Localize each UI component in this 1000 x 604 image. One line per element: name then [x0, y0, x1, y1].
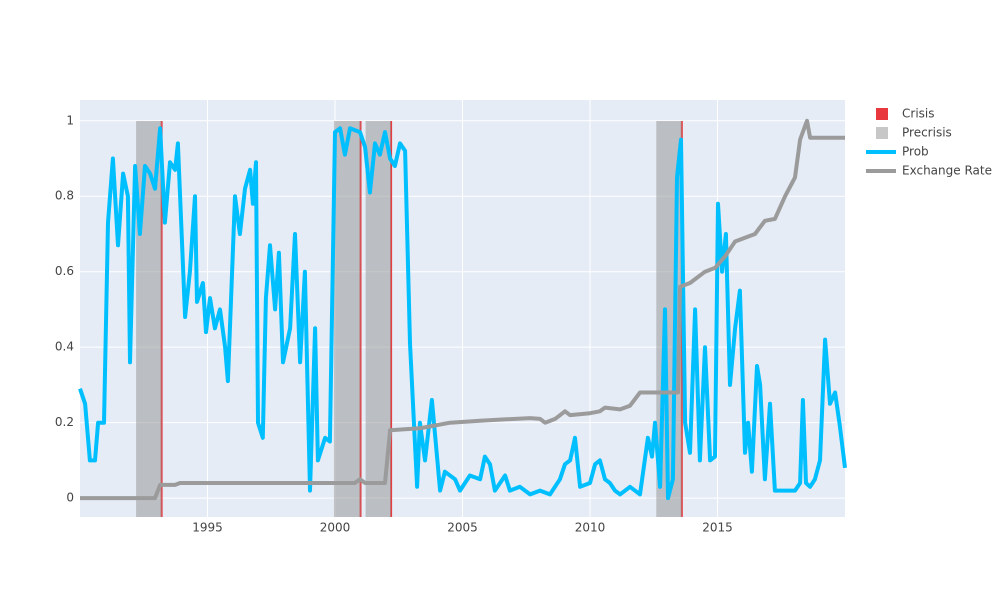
plot-area	[78, 100, 847, 517]
legend-item[interactable]: Prob	[866, 145, 929, 159]
x-tick-label: 2000	[320, 521, 351, 535]
y-tick-label: 1	[66, 113, 74, 127]
legend-label[interactable]: Exchange Rate	[902, 164, 992, 178]
y-tick-label: 0.8	[55, 189, 74, 203]
x-tick-label: 1995	[192, 521, 223, 535]
legend-swatch[interactable]	[876, 108, 888, 120]
y-tick-label: 0.2	[55, 415, 74, 429]
legend-label[interactable]: Precrisis	[902, 126, 952, 140]
legend-item[interactable]: Exchange Rate	[866, 164, 992, 178]
y-tick-label: 0.6	[55, 264, 74, 278]
legend-swatch[interactable]	[876, 127, 888, 139]
legend-label[interactable]: Crisis	[902, 107, 934, 121]
legend: Crisis Precrisis Prob Exchange Rate	[866, 107, 992, 178]
precrisis-span	[136, 121, 162, 517]
legend-item[interactable]: Crisis	[876, 107, 934, 121]
y-tick-label: 0.4	[55, 340, 74, 354]
x-tick-label: 2005	[447, 521, 478, 535]
legend-item[interactable]: Precrisis	[876, 126, 952, 140]
y-tick-label: 0	[66, 491, 74, 505]
x-tick-label: 2010	[575, 521, 606, 535]
x-tick-label: 2015	[702, 521, 733, 535]
precrisis-span	[333, 121, 361, 517]
legend-label[interactable]: Prob	[902, 145, 929, 159]
series-line	[78, 126, 847, 501]
series-line	[80, 118, 845, 501]
